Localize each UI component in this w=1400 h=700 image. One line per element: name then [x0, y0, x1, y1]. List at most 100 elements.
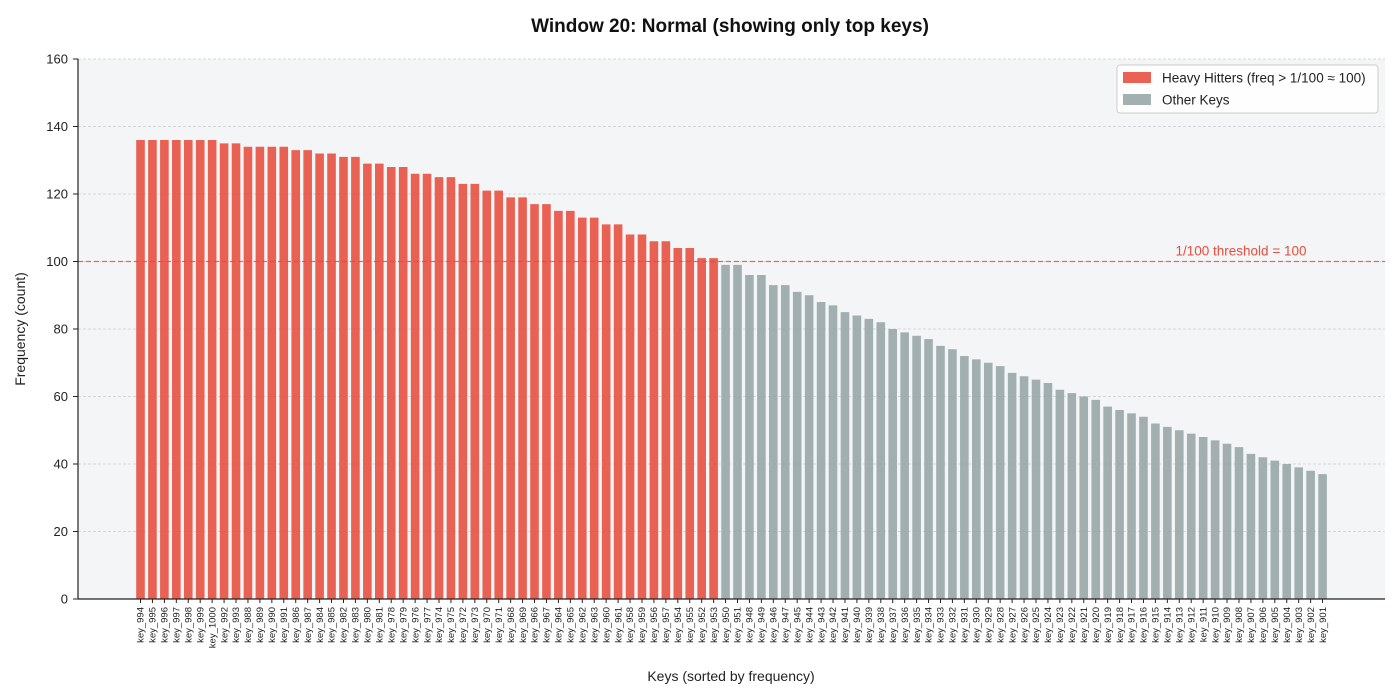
bar-other-key: [1151, 423, 1160, 599]
bar-other-key: [1294, 467, 1303, 599]
x-tick-label: key_953: [709, 607, 720, 643]
bar-other-key: [780, 285, 790, 599]
bar-heavy-hitter: [637, 234, 647, 599]
y-tick-label: 0: [61, 592, 68, 607]
bar-heavy-hitter: [709, 258, 718, 599]
bar-other-key: [1043, 383, 1053, 599]
x-tick-label: key_921: [1079, 607, 1090, 643]
bar-heavy-hitter: [566, 210, 575, 599]
x-tick-label: key_966: [530, 607, 541, 643]
bar-other-key: [852, 315, 862, 599]
x-tick-label: key_973: [470, 607, 481, 643]
x-tick-label: key_948: [745, 607, 756, 643]
bar-heavy-hitter: [386, 167, 396, 599]
legend-swatch: [1123, 72, 1151, 83]
legend-label: Other Keys: [1162, 93, 1230, 108]
bar-other-key: [864, 318, 874, 599]
x-tick-label: key_919: [1103, 607, 1114, 643]
bar-other-key: [912, 335, 921, 599]
x-tick-label: key_943: [816, 607, 827, 643]
x-tick-label: key_939: [864, 607, 875, 643]
x-tick-label: key_957: [661, 607, 672, 643]
x-tick-label: key_970: [482, 607, 493, 643]
x-tick-label: key_934: [924, 607, 935, 643]
bar-heavy-hitter: [231, 143, 241, 599]
y-axis-ticks: 0 20 40 60 80 100 120 140 160: [46, 52, 78, 607]
x-tick-label: key_949: [757, 607, 768, 643]
y-tick-label: 100: [46, 254, 68, 269]
bar-other-key: [1127, 413, 1136, 599]
x-tick-label: key_935: [912, 607, 923, 643]
y-axis-label: Frequency (count): [12, 272, 28, 386]
x-tick-label: key_950: [721, 607, 732, 643]
bar-heavy-hitter: [207, 140, 217, 599]
x-tick-label: key_961: [613, 607, 624, 643]
x-tick-label: key_928: [995, 607, 1006, 643]
x-tick-label: key_930: [972, 607, 983, 643]
bar-other-key: [1234, 447, 1244, 599]
x-tick-label: key_956: [649, 607, 660, 643]
bars: [136, 140, 1327, 599]
x-tick-label: key_986: [291, 607, 302, 643]
bar-heavy-hitter: [303, 150, 312, 599]
x-tick-label: key_978: [386, 607, 397, 643]
x-tick-label: key_996: [160, 607, 171, 643]
x-tick-label: key_982: [339, 607, 350, 643]
x-tick-label: key_981: [375, 607, 386, 643]
x-tick-label: key_960: [601, 607, 612, 643]
x-tick-label: key_933: [936, 607, 947, 643]
bar-other-key: [1019, 376, 1029, 599]
x-tick-label: key_932: [948, 607, 959, 643]
bar-heavy-hitter: [410, 173, 420, 599]
x-tick-label: key_905: [1270, 607, 1281, 643]
x-tick-label: key_997: [172, 607, 183, 643]
x-tick-label: key_938: [876, 607, 887, 643]
axes: [77, 59, 1385, 600]
x-tick-label: key_964: [554, 607, 565, 643]
bar-heavy-hitter: [506, 197, 515, 599]
x-tick-label: key_924: [1043, 607, 1054, 643]
x-tick-label: key_906: [1258, 607, 1269, 643]
x-tick-label: key_925: [1031, 607, 1042, 643]
bar-heavy-hitter: [434, 177, 444, 599]
bar-heavy-hitter: [160, 140, 169, 599]
x-tick-label: key_908: [1234, 607, 1245, 643]
y-tick-label: 60: [54, 389, 68, 404]
x-tick-label: key_991: [279, 607, 290, 643]
bar-heavy-hitter: [697, 258, 706, 599]
x-tick-label: key_999: [195, 607, 206, 643]
x-tick-label: key_990: [267, 607, 278, 643]
x-tick-label: key_946: [769, 607, 780, 643]
x-tick-label: key_985: [327, 607, 338, 643]
x-tick-label: key_947: [780, 607, 791, 643]
x-tick-label: key_980: [363, 607, 374, 643]
x-tick-label: key_904: [1282, 607, 1293, 643]
x-tick-label: key_912: [1186, 607, 1197, 643]
bar-heavy-hitter: [601, 224, 611, 599]
x-tick-label: key_989: [255, 607, 266, 643]
x-tick-label: key_975: [446, 607, 457, 643]
bar-other-key: [1115, 410, 1124, 599]
x-tick-label: key_992: [219, 607, 230, 643]
threshold-label: 1/100 threshold = 100: [1176, 244, 1307, 259]
x-axis-ticks: key_994 key_995 key_996 key_997 key_998 key_9…: [136, 599, 1329, 648]
bar-heavy-hitter: [327, 153, 336, 599]
bar-heavy-hitter: [661, 241, 671, 599]
bar-other-key: [972, 359, 981, 599]
bar-other-key: [1222, 443, 1232, 599]
x-tick-label: key_911: [1198, 607, 1209, 642]
x-tick-label: key_910: [1210, 607, 1221, 643]
legend-box: [1116, 64, 1379, 114]
x-tick-label: key_972: [458, 607, 469, 643]
x-tick-label: key_940: [852, 607, 863, 643]
x-tick-label: key_915: [1151, 607, 1162, 643]
bar-other-key: [828, 305, 838, 599]
y-tick-label: 40: [54, 457, 68, 472]
x-tick-label: key_963: [589, 607, 600, 643]
x-tick-label: key_902: [1306, 607, 1317, 643]
bar-other-key: [1079, 396, 1089, 599]
bar-heavy-hitter: [673, 248, 683, 599]
bar-other-key: [960, 356, 969, 599]
bar-other-key: [948, 349, 957, 599]
